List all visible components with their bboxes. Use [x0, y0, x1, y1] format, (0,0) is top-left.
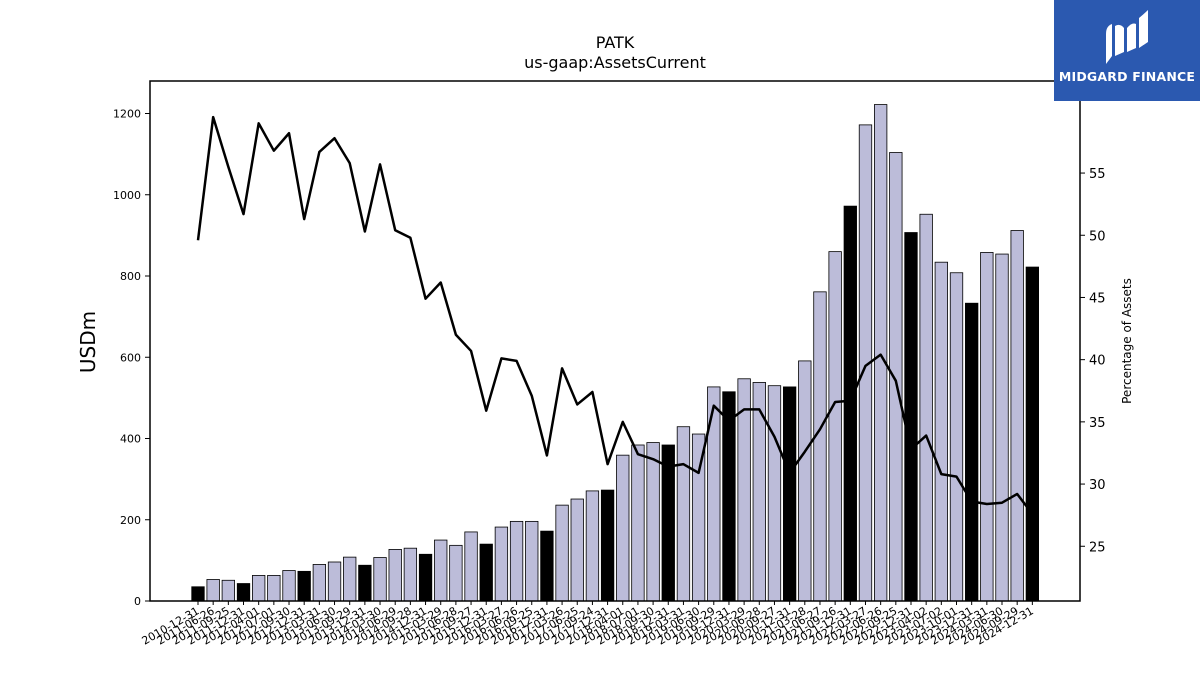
bar-series: [191, 104, 1039, 602]
bar: [373, 557, 387, 602]
bar: [965, 302, 979, 602]
chart-subtitle: us-gaap:AssetsCurrent: [524, 53, 706, 72]
bar: [874, 104, 888, 602]
y2-tick-label: 35: [1089, 416, 1106, 431]
y-tick-label: 200: [120, 514, 141, 527]
bar: [616, 454, 630, 602]
chart-title: PATK: [596, 33, 635, 52]
bar: [221, 579, 235, 602]
bar: [449, 544, 463, 602]
percentage-line: [196, 115, 1034, 515]
bar: [919, 213, 933, 602]
bar: [388, 549, 402, 602]
y-tick-label: 1000: [113, 189, 141, 202]
y-axis-label: USDm: [76, 311, 100, 373]
bar: [464, 531, 478, 602]
bar: [297, 570, 311, 602]
bar: [782, 386, 797, 602]
bar: [418, 553, 433, 602]
brand-logo: MIDGARD FINANCE: [1054, 0, 1200, 101]
bar: [1010, 230, 1024, 602]
bar: [434, 539, 448, 602]
bar: [509, 520, 524, 602]
plot-frame: [149, 80, 1081, 602]
brand-name: MIDGARD FINANCE: [1058, 69, 1196, 84]
bar: [555, 504, 569, 602]
bar: [646, 442, 660, 602]
y2-tick-label: 45: [1089, 291, 1106, 306]
bar: [1025, 266, 1039, 602]
bar: [722, 391, 736, 602]
y2-tick-label: 55: [1089, 167, 1106, 182]
bar: [707, 386, 721, 602]
bar: [540, 530, 554, 602]
bar: [889, 152, 903, 602]
bar: [949, 272, 964, 602]
y2-tick-label: 40: [1089, 354, 1106, 369]
y2-axis-label: Percentage of Assets: [1120, 278, 1134, 404]
bar: [798, 360, 812, 602]
axes: 020040060080010001200253035404550552010-…: [113, 80, 1106, 648]
y-tick-label: 0: [134, 595, 141, 608]
bar: [343, 556, 357, 602]
bar: [191, 586, 205, 602]
bar: [585, 490, 600, 602]
bar: [403, 547, 418, 602]
bar: [661, 444, 675, 602]
bar: [358, 564, 372, 602]
bar: [525, 520, 539, 602]
bar: [236, 583, 251, 602]
bar: [494, 526, 509, 602]
bar: [600, 489, 615, 602]
bar: [570, 498, 584, 602]
bar: [252, 575, 266, 602]
y-tick-label: 600: [120, 351, 141, 364]
bar: [479, 543, 493, 602]
bar: [631, 444, 645, 602]
y-tick-label: 800: [120, 270, 141, 283]
bar: [828, 251, 842, 602]
bar: [980, 252, 994, 602]
bar: [767, 385, 782, 602]
midgard-logo-icon: [1106, 10, 1148, 64]
bar: [282, 570, 296, 602]
bar: [995, 253, 1009, 602]
y2-tick-label: 25: [1089, 540, 1106, 555]
bar: [813, 291, 827, 602]
bar: [934, 261, 948, 602]
bar: [267, 575, 281, 602]
bar: [327, 561, 342, 602]
y2-tick-label: 50: [1089, 229, 1106, 244]
y-tick-label: 1200: [113, 108, 141, 121]
bar: [676, 426, 691, 602]
bar: [904, 232, 918, 602]
bar: [312, 564, 327, 602]
line-series: [196, 115, 1034, 515]
bar: [843, 205, 857, 602]
bar: [206, 579, 220, 602]
y2-tick-label: 30: [1089, 478, 1106, 493]
y-tick-label: 400: [120, 433, 141, 446]
